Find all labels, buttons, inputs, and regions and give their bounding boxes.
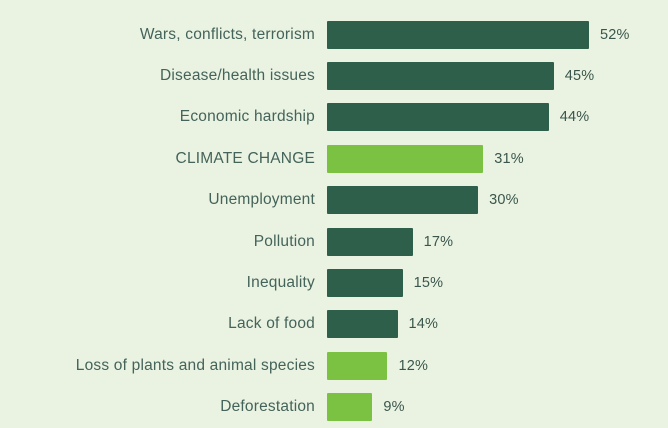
value-label: 15% — [413, 275, 444, 292]
chart-row: Unemployment 30% — [0, 180, 668, 221]
category-label: Unemployment — [208, 191, 315, 209]
bar — [327, 144, 484, 173]
chart-row: Loss of plants and animal species 12% — [0, 345, 668, 386]
bar — [327, 269, 403, 298]
bar — [327, 351, 388, 380]
bar — [327, 186, 479, 215]
chart-row: Disease/health issues 45% — [0, 55, 668, 96]
category-label: Deforestation — [220, 398, 315, 416]
value-label: 17% — [423, 233, 454, 250]
chart-row: CLIMATE CHANGE 31% — [0, 138, 668, 179]
category-label: Disease/health issues — [160, 67, 315, 85]
chart-row: Pollution 17% — [0, 221, 668, 262]
category-label: Inequality — [246, 274, 315, 292]
chart-row: Lack of food 14% — [0, 304, 668, 345]
value-label: 30% — [489, 192, 519, 209]
value-label: 44% — [559, 109, 590, 126]
bar — [327, 393, 373, 422]
chart-row: Deforestation 9% — [0, 387, 668, 428]
bar — [327, 310, 398, 339]
value-label: 14% — [408, 316, 439, 333]
chart-row: Economic hardship 44% — [0, 97, 668, 138]
bar — [327, 227, 413, 256]
value-label: 52% — [600, 26, 630, 43]
category-label: Lack of food — [228, 315, 315, 333]
value-label: 31% — [494, 150, 524, 167]
category-label: Wars, conflicts, terrorism — [139, 25, 315, 43]
bar — [327, 103, 549, 132]
category-label: Loss of plants and animal species — [75, 356, 315, 374]
chart-row: Inequality 15% — [0, 262, 668, 303]
category-label: Pollution — [253, 232, 315, 250]
chart-row: Wars, conflicts, terrorism 52% — [0, 14, 668, 55]
value-label: 9% — [383, 399, 405, 416]
value-label: 45% — [564, 68, 595, 85]
bar — [327, 62, 554, 91]
value-label: 12% — [398, 357, 429, 374]
bar — [327, 20, 589, 49]
category-label: Economic hardship — [179, 108, 315, 126]
category-label: CLIMATE CHANGE — [175, 149, 315, 167]
